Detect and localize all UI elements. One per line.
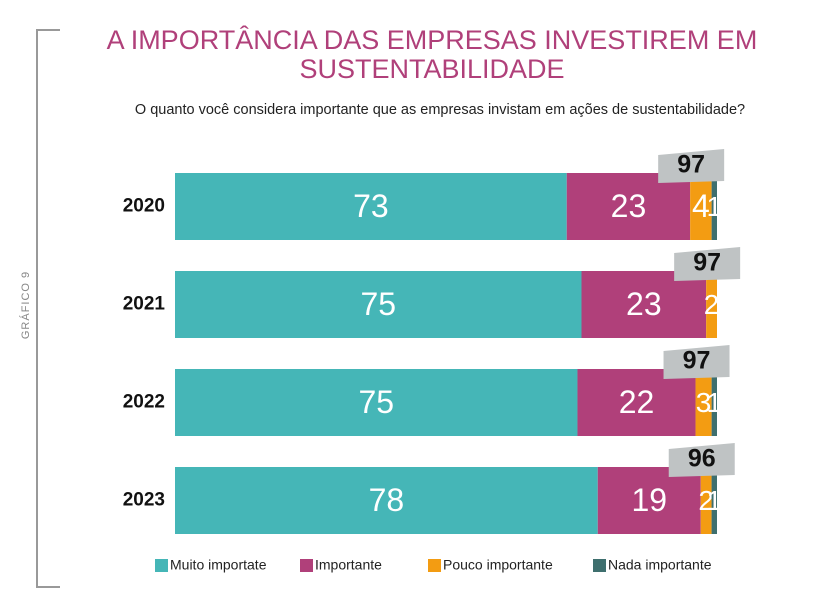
value-label: 1 — [707, 485, 723, 516]
bar-segment — [175, 369, 578, 436]
legend-label: Nada importante — [608, 557, 712, 573]
legend-label: Muito importate — [170, 557, 267, 573]
bar-segment — [700, 467, 712, 534]
y-tick-label: 2020 — [123, 196, 165, 217]
y-tick-label: 2021 — [123, 294, 166, 315]
total-label: 97 — [683, 347, 711, 375]
total-badge — [674, 247, 741, 281]
bar-segment — [581, 271, 707, 338]
total-label: 97 — [693, 249, 721, 277]
y-tick-label: 2022 — [123, 392, 165, 413]
value-label: 1 — [707, 191, 723, 222]
legend-swatch — [155, 559, 168, 572]
bar-segment — [711, 369, 717, 436]
bar-segment — [597, 467, 701, 534]
total-label: 96 — [688, 445, 716, 473]
value-label: 75 — [360, 286, 396, 322]
value-label: 2 — [698, 485, 714, 516]
bar-segment — [711, 173, 717, 240]
chart-subtitle: O quanto você considera importante que a… — [135, 102, 745, 118]
chart-number: GRÁFICO 9 — [19, 271, 32, 339]
legend-swatch — [428, 559, 441, 572]
total-badge — [658, 149, 725, 183]
bar-segment — [711, 467, 717, 534]
value-label: 75 — [358, 384, 394, 420]
value-label: 23 — [626, 286, 662, 322]
value-label: 23 — [611, 188, 647, 224]
value-label: 78 — [369, 482, 405, 518]
value-label: 73 — [353, 188, 389, 224]
legend-swatch — [300, 559, 313, 572]
bar-segment — [175, 467, 598, 534]
total-label: 97 — [677, 151, 705, 179]
value-label: 19 — [631, 482, 667, 518]
bar-segment — [175, 271, 582, 338]
frame-bracket — [36, 29, 60, 588]
chart-title: A IMPORTÂNCIA DAS EMPRESAS INVESTIREM EM — [107, 24, 758, 55]
value-label: 22 — [619, 384, 655, 420]
bar-segment — [695, 369, 712, 436]
total-badge — [663, 345, 730, 379]
bar-segment — [690, 173, 712, 240]
chart-title: SUSTENTABILIDADE — [299, 54, 564, 84]
value-label: 2 — [704, 289, 720, 320]
value-label: 4 — [692, 188, 710, 224]
bar-segment — [566, 173, 691, 240]
bar-segment — [577, 369, 696, 436]
legend-label: Pouco importante — [443, 557, 553, 573]
bar-segment — [175, 173, 567, 240]
value-label: 3 — [696, 387, 712, 418]
legend-swatch — [593, 559, 606, 572]
value-label: 1 — [707, 387, 723, 418]
legend-label: Importante — [315, 557, 382, 573]
total-badge — [668, 443, 735, 477]
y-tick-label: 2023 — [123, 490, 165, 511]
bar-segment — [706, 271, 717, 338]
